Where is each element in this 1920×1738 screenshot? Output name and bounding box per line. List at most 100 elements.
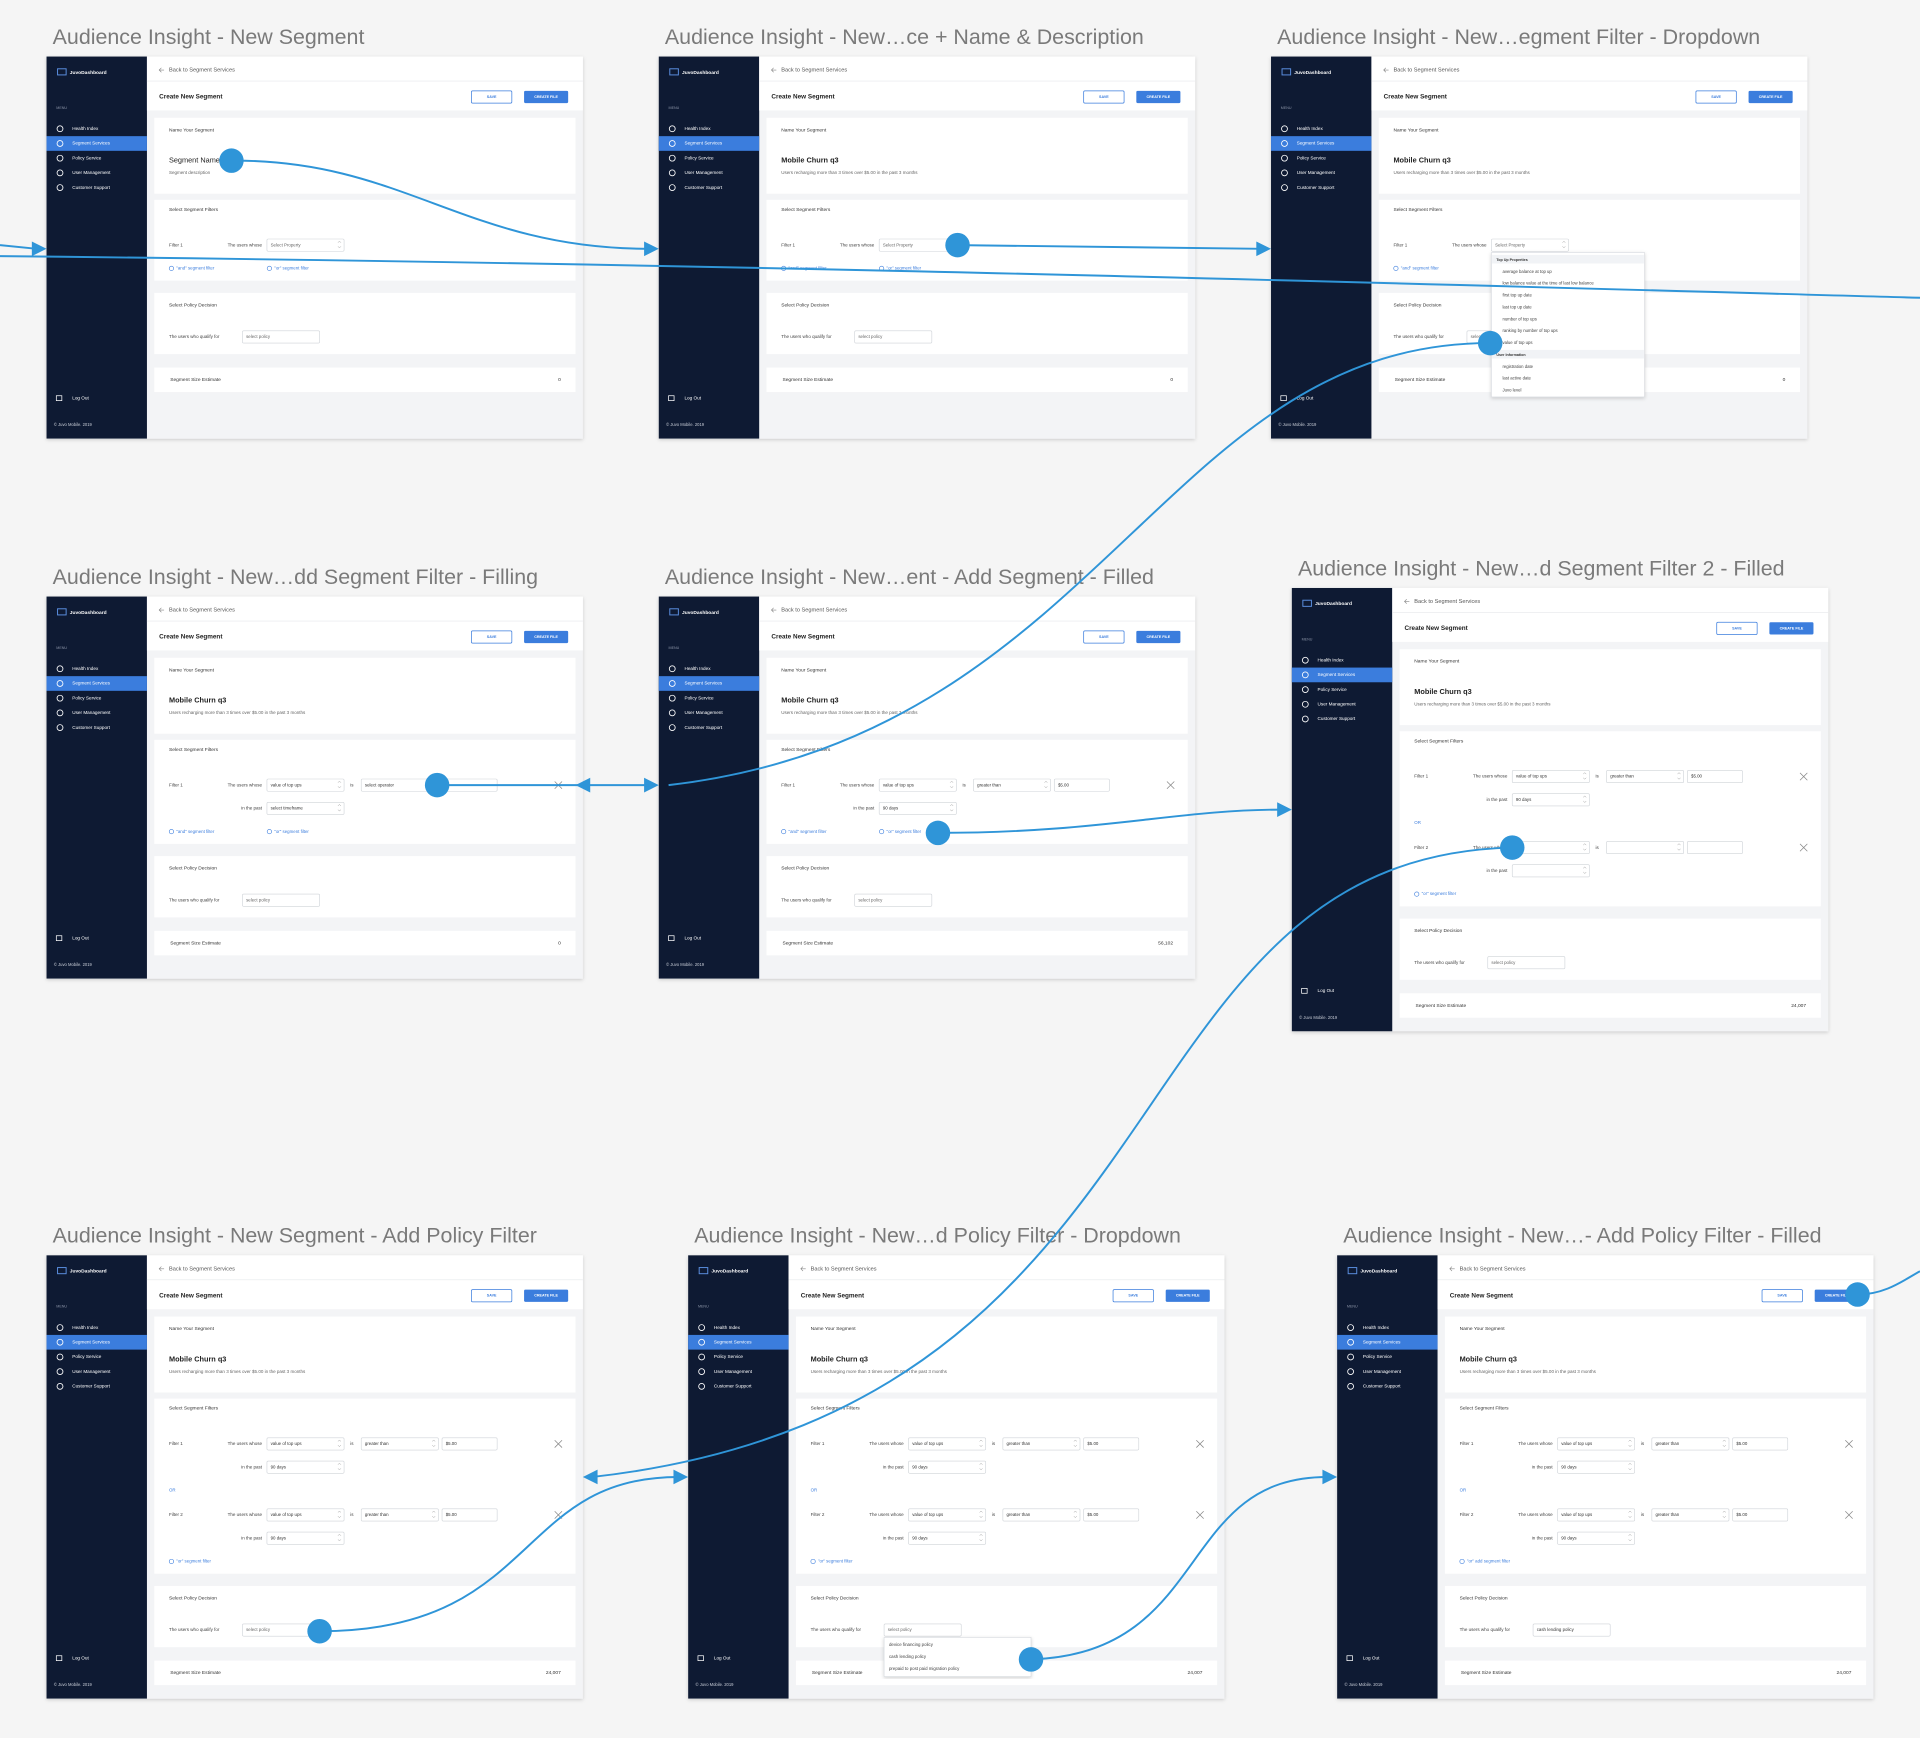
operator-select[interactable]: [1651, 1508, 1730, 1522]
menu-item[interactable]: Segment Services: [72, 681, 110, 686]
menu-item[interactable]: User Management: [684, 170, 723, 175]
logout[interactable]: Log Out: [714, 1655, 731, 1660]
dropdown-option[interactable]: registration date: [1502, 364, 1533, 369]
add-filter-link[interactable]: "and" segment filter: [176, 829, 215, 834]
menu-item[interactable]: Health Index: [72, 1325, 99, 1330]
timeframe-select[interactable]: [1557, 1460, 1635, 1474]
property-select[interactable]: [1557, 1508, 1635, 1522]
back-link[interactable]: Back to Segment Services: [169, 68, 235, 74]
dropdown-option[interactable]: device financing policy: [889, 1642, 934, 1647]
dropdown-option[interactable]: cash lending policy: [889, 1654, 927, 1659]
logout[interactable]: Log Out: [1363, 1655, 1380, 1660]
menu-item[interactable]: User Management: [1363, 1369, 1402, 1374]
menu-item[interactable]: Customer Support: [72, 1384, 110, 1389]
value-input[interactable]: [1687, 841, 1743, 854]
menu-item[interactable]: Policy Service: [714, 1354, 744, 1359]
create-button[interactable]: [524, 630, 569, 644]
menu-item[interactable]: Health Index: [684, 666, 711, 671]
remove-filter[interactable]: [1166, 781, 1175, 790]
operator-select[interactable]: [1606, 770, 1684, 783]
back-link[interactable]: Back to Segment Services: [1393, 68, 1459, 74]
operator-select[interactable]: [1651, 1437, 1730, 1451]
create-button[interactable]: [1748, 90, 1793, 104]
menu-item[interactable]: Policy Service: [1363, 1354, 1393, 1359]
menu-item[interactable]: User Management: [72, 170, 111, 175]
property-select[interactable]: [266, 778, 345, 792]
save-button[interactable]: [1761, 1289, 1803, 1303]
value-input[interactable]: [441, 1437, 498, 1451]
back-link[interactable]: Back to Segment Services: [169, 608, 235, 614]
create-button[interactable]: [1769, 622, 1814, 635]
menu-item[interactable]: Segment Services: [1363, 1339, 1401, 1344]
menu-item[interactable]: User Management: [72, 710, 111, 715]
operator-select[interactable]: [360, 1508, 439, 1522]
menu-item[interactable]: Customer Support: [1318, 716, 1356, 721]
menu-item[interactable]: Customer Support: [72, 725, 110, 730]
remove-filter[interactable]: [554, 1439, 563, 1448]
menu-item[interactable]: Health Index: [714, 1325, 741, 1330]
menu-item[interactable]: Segment Services: [72, 141, 110, 146]
operator-select[interactable]: [973, 778, 1051, 792]
logout[interactable]: Log Out: [1297, 395, 1314, 400]
timeframe-select[interactable]: [1511, 864, 1590, 878]
value-input[interactable]: [1732, 1437, 1789, 1451]
menu-item[interactable]: Customer Support: [684, 185, 722, 190]
property-select[interactable]: [266, 1508, 345, 1522]
back-link[interactable]: Back to Segment Services: [781, 608, 847, 614]
menu-item[interactable]: Policy Service: [72, 155, 102, 160]
logout[interactable]: Log Out: [684, 395, 701, 400]
value-input[interactable]: [1053, 778, 1110, 792]
dropdown-option[interactable]: first top up date: [1502, 293, 1532, 298]
menu-item[interactable]: Customer Support: [684, 725, 722, 730]
dropdown-option[interactable]: last active date: [1502, 376, 1531, 381]
create-button[interactable]: [1165, 1289, 1210, 1302]
menu-item[interactable]: Policy Service: [1318, 687, 1348, 692]
dropdown-option[interactable]: average balance at top up: [1502, 269, 1552, 274]
dropdown-option[interactable]: number of top ups: [1502, 316, 1536, 321]
back-link[interactable]: Back to Segment Services: [1460, 1266, 1526, 1272]
logout[interactable]: Log Out: [684, 935, 701, 940]
property-select[interactable]: [908, 1437, 987, 1451]
logout[interactable]: Log Out: [72, 1655, 89, 1660]
logout[interactable]: Log Out: [72, 395, 89, 400]
timeframe-select[interactable]: [266, 1460, 345, 1474]
menu-item[interactable]: Health Index: [1363, 1325, 1390, 1330]
property-select[interactable]: [1491, 238, 1569, 252]
remove-filter[interactable]: [1845, 1510, 1853, 1519]
value-input[interactable]: [1083, 1508, 1140, 1522]
create-button[interactable]: [1136, 630, 1181, 644]
remove-filter[interactable]: [1196, 1510, 1204, 1519]
add-filter-link[interactable]: "or" add segment filter: [1467, 1559, 1511, 1564]
policy-select[interactable]: [1532, 1623, 1611, 1637]
menu-item[interactable]: Customer Support: [714, 1384, 752, 1389]
dropdown-option[interactable]: value of top ups: [1502, 340, 1532, 345]
policy-select[interactable]: [854, 330, 933, 344]
operator-select[interactable]: [360, 1437, 439, 1451]
back-link[interactable]: Back to Segment Services: [781, 68, 847, 74]
menu-item[interactable]: Segment Services: [1318, 672, 1356, 677]
menu-item[interactable]: Health Index: [684, 126, 711, 131]
add-filter-link[interactable]: "or" segment filter: [274, 829, 309, 834]
logout[interactable]: Log Out: [72, 935, 89, 940]
menu-item[interactable]: Policy Service: [72, 695, 102, 700]
timeframe-select[interactable]: [878, 801, 957, 815]
remove-filter[interactable]: [1799, 772, 1808, 781]
property-select[interactable]: [1557, 1437, 1635, 1451]
remove-filter[interactable]: [1799, 843, 1808, 852]
menu-item[interactable]: Segment Services: [72, 1339, 110, 1344]
back-link[interactable]: Back to Segment Services: [169, 1266, 235, 1272]
add-filter-link[interactable]: "or" segment filter: [1422, 891, 1457, 896]
dropdown-option[interactable]: ranking by number of top ups: [1502, 328, 1557, 333]
menu-item[interactable]: Customer Support: [1363, 1384, 1401, 1389]
property-select[interactable]: [1511, 770, 1590, 783]
save-button[interactable]: [1083, 90, 1125, 104]
value-input[interactable]: [1083, 1437, 1140, 1451]
policy-select[interactable]: [242, 330, 320, 344]
add-filter-link[interactable]: "or" segment filter: [274, 266, 309, 271]
save-button[interactable]: [471, 630, 513, 644]
menu-item[interactable]: Health Index: [72, 126, 99, 131]
timeframe-select[interactable]: [1557, 1531, 1635, 1545]
value-input[interactable]: [1732, 1508, 1789, 1522]
menu-item[interactable]: User Management: [684, 710, 723, 715]
policy-select[interactable]: [883, 1623, 962, 1637]
